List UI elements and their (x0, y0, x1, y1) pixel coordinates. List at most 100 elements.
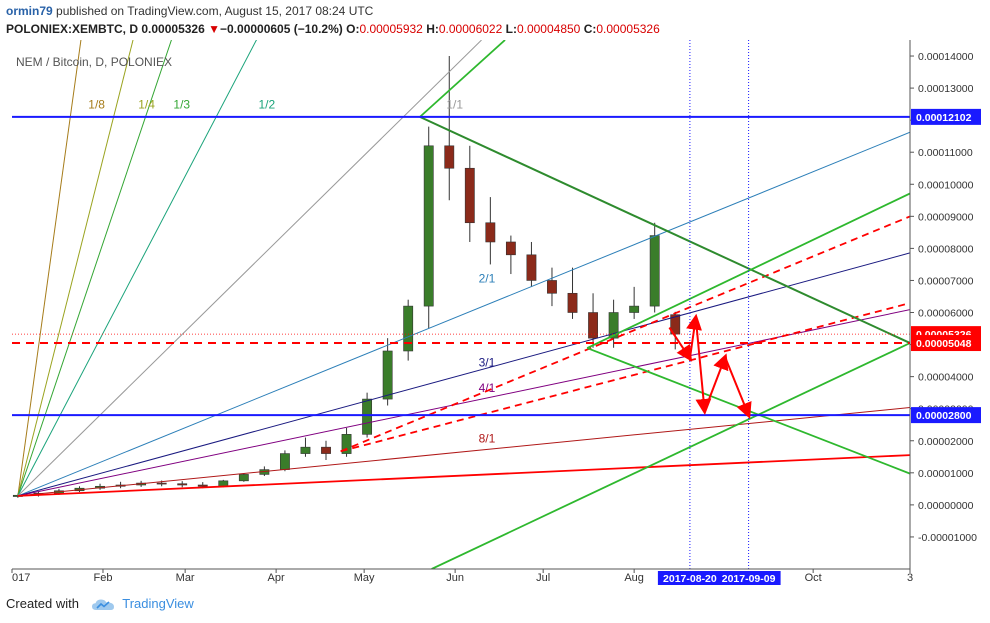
y-tick-label: 0.00009000 (918, 211, 974, 223)
gann-label-3-1: 3/1 (479, 355, 496, 369)
candle-body (567, 292, 578, 313)
candle-body (588, 312, 598, 339)
projection-arrow (694, 317, 712, 415)
trend-line (431, 342, 910, 569)
publish-line: ormin79 published on TradingView.com, Au… (6, 4, 373, 18)
plot-layer: 1/8 1/4 1/3 1/2 1/1 2/1 3/1 4/1 8/1 (12, 40, 910, 569)
price-label-text: 0.00002800 (916, 410, 972, 422)
candle-body (629, 305, 640, 313)
date-label-text: 2017-09-09 (722, 573, 776, 585)
low-value: 0.00004850 (516, 22, 581, 36)
gann-label-1-8: 1/8 (88, 97, 105, 111)
low-label: L: (505, 22, 517, 36)
tradingview-cloud-icon (91, 599, 114, 610)
trend-line (586, 192, 910, 349)
y-tick-label: 0.00011000 (918, 147, 973, 159)
gann-label-1-3: 1/3 (173, 97, 190, 111)
x-tick-label: Feb (93, 572, 112, 584)
trend-line (419, 115, 910, 344)
symbol-label: POLONIEX:XEMBTC, D (6, 22, 139, 36)
gann-line-4-1 (17, 309, 910, 497)
y-tick-label: 0.00008000 (918, 243, 974, 255)
projection-arrow (668, 326, 693, 362)
y-tick-label: 0.00013000 (918, 83, 974, 95)
trend-line (340, 215, 910, 453)
close-label: C: (583, 22, 597, 36)
candle-body (444, 145, 455, 169)
x-tick-label: 3 (907, 572, 913, 584)
x-tick-label: Apr (268, 572, 285, 584)
x-tick-label: Jun (446, 572, 464, 584)
high-label: H: (426, 22, 439, 36)
chart-title: NEM / Bitcoin, D, POLONIEX (16, 55, 172, 69)
price-label-box (911, 108, 981, 125)
price-label-text: 0.00005048 (916, 338, 972, 350)
x-tick-label: Jul (536, 572, 550, 584)
gann-line-1-8 (17, 40, 82, 496)
gann-line-1-2 (17, 40, 257, 497)
ohlc-line: POLONIEX:XEMBTC, D 0.00005326 ▼−0.000006… (6, 22, 660, 36)
published-text: published on TradingView.com, August 15,… (56, 4, 374, 18)
y-tick-label: 0.00004000 (918, 372, 974, 384)
candle-body (526, 254, 537, 281)
x-tick-label: Mar (176, 572, 195, 584)
candle-body (321, 446, 331, 454)
price-change: −0.00000605 (−10.2%) (220, 22, 343, 36)
gann-line-2-1 (17, 131, 910, 497)
chart-header: ormin79 published on TradingView.com, Au… (0, 0, 990, 40)
author-link[interactable]: ormin79 (6, 4, 53, 18)
candle-body (382, 350, 393, 400)
candle-body (341, 434, 352, 454)
projection-arrow (703, 353, 729, 412)
candle-body (485, 222, 496, 243)
footer: Created with TradingView (6, 596, 194, 612)
candle-body (649, 235, 660, 307)
gann-label-1-4: 1/4 (138, 97, 155, 111)
candle-body (403, 305, 414, 352)
candle-body (362, 398, 373, 435)
gann-line-1-4 (17, 40, 134, 497)
y-tick-label: 0.00001000 (918, 468, 974, 480)
price-label-text: 0.00012102 (916, 112, 972, 124)
candle-body (547, 280, 557, 294)
y-tick-label: 0.00002000 (918, 436, 974, 448)
gann-label-8-1: 8/1 (479, 431, 496, 445)
price-label-box (911, 335, 981, 352)
projection-arrow (724, 356, 752, 419)
gann-line-3-1 (17, 252, 910, 497)
y-tick-label: -0.00001000 (918, 532, 977, 544)
y-tick-label: 0.00014000 (918, 51, 974, 63)
candle-body (464, 167, 475, 224)
date-label-box (657, 571, 722, 585)
gann-label-4-1: 4/1 (479, 381, 496, 395)
y-tick-label: 0.00000000 (918, 500, 974, 512)
trend-line (17, 454, 910, 497)
gann-line-8-1 (17, 407, 910, 497)
candle-body (608, 312, 619, 339)
x-tick-label: Aug (624, 572, 644, 584)
open-label: O: (346, 22, 360, 36)
date-label-box (716, 571, 781, 585)
x-tick-label: 017 (12, 572, 30, 584)
trend-line (419, 40, 506, 118)
gann-line-1-3 (17, 40, 172, 497)
last-price: 0.00005326 (141, 22, 205, 36)
price-label-box (911, 407, 981, 424)
gann-label-1-1: 1/1 (446, 97, 463, 111)
high-value: 0.00006022 (438, 22, 503, 36)
candle-body (505, 241, 516, 256)
projection-arrow (686, 313, 702, 359)
x-tick-label: Oct (805, 572, 822, 584)
candle-body (156, 482, 167, 485)
tradingview-brand-link[interactable]: TradingView (122, 596, 194, 611)
candle-body (279, 453, 290, 470)
candle-body (197, 484, 208, 487)
y-tick-label: 0.00010000 (918, 179, 974, 191)
x-tick-label: May (354, 572, 375, 584)
candle-body (177, 483, 188, 486)
created-with-label: Created with (6, 596, 79, 611)
open-value: 0.00005932 (359, 22, 423, 36)
candle-body (238, 474, 249, 482)
down-arrow-icon: ▼ (208, 22, 220, 36)
